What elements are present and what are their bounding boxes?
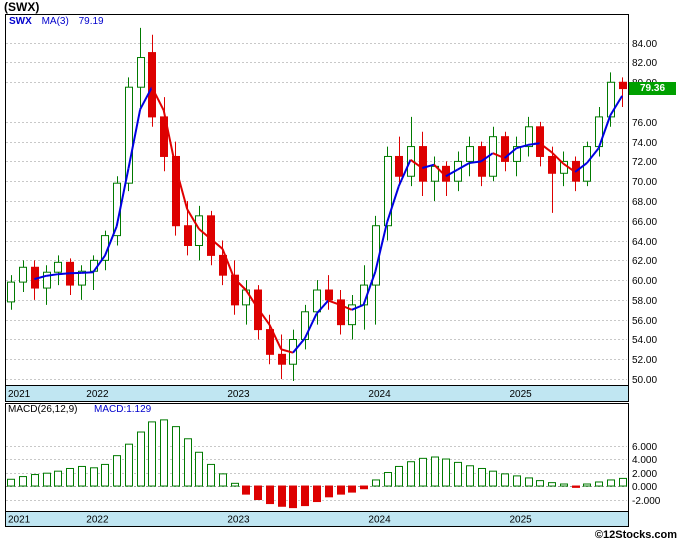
watermark: ©12Stocks.com	[594, 529, 677, 541]
macd-label: MACD(26,12,9)	[8, 404, 78, 415]
legend-ma-label: MA(3)	[41, 16, 69, 27]
legend-ma-value: 79.19	[78, 16, 104, 27]
legend-symbol: SWX	[9, 16, 32, 27]
last-price-badge: 79.36	[629, 82, 676, 95]
page-title: (SWX)	[4, 0, 40, 14]
price-legend: SWX MA(3) 79.19	[9, 16, 111, 27]
macd-value: MACD:1.129	[94, 404, 152, 415]
